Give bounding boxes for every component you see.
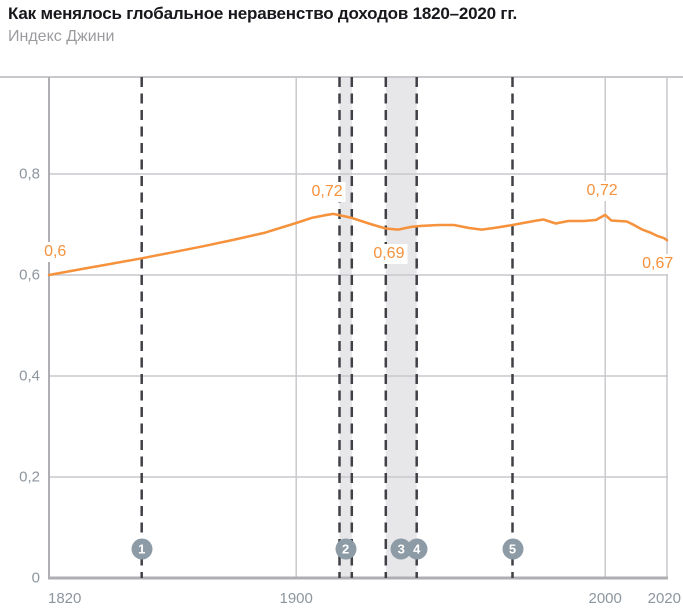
highlight-band-1929-1939 xyxy=(385,77,417,578)
series-line-gini xyxy=(47,212,669,277)
chart-subtitle: Индекс Джини xyxy=(8,28,115,45)
chart-title: Как менялось глобальное неравенство дохо… xyxy=(8,4,518,23)
chart-header: Как менялось глобальное неравенство дохо… xyxy=(8,3,679,47)
highlight-band-1914-1918 xyxy=(339,77,352,578)
